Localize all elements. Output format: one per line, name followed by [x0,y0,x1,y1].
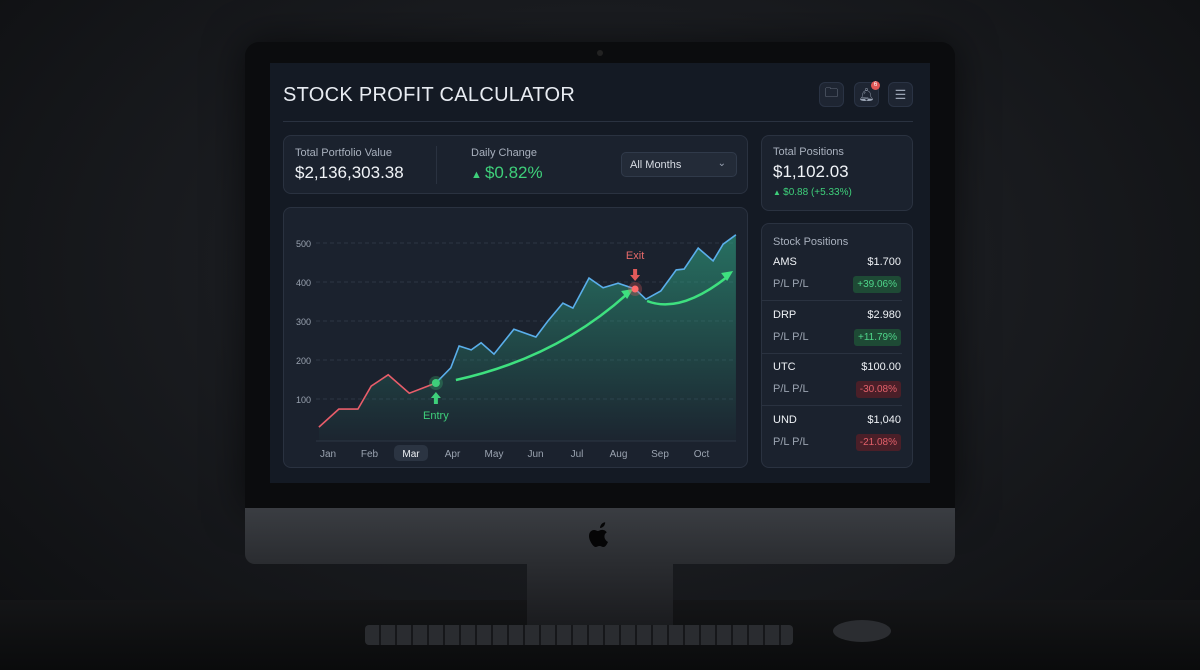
y-tick-label: 200 [296,356,311,366]
x-tick-jul[interactable]: Jul [571,449,584,460]
arrow-head-icon [621,289,634,300]
stock-position-item[interactable]: UTC $100.00 P/L P/L -30.08% [773,361,901,405]
x-tick-feb[interactable]: Feb [361,449,379,460]
divider [283,121,913,122]
stock-price: $2.980 [867,308,901,321]
x-tick-apr[interactable]: Apr [445,449,461,460]
total-positions-change: ▲ $0.88 (+5.33%) [773,187,852,198]
daily-change-label: Daily Change [471,147,538,159]
x-tick-jun[interactable]: Jun [527,449,543,460]
triangle-up-icon: ▲ [471,169,485,181]
x-tick-sep[interactable]: Sep [651,449,669,460]
folder-settings-icon: 🗀 [824,84,838,100]
daily-change-value: ▲ $0.82% [471,163,543,183]
mouse [833,620,891,642]
stock-price: $1,040 [867,413,901,426]
trend-arrow [646,276,728,306]
stock-positions-card: Stock Positions AMS $1.700 P/L P/L +39.0… [761,223,913,468]
stock-symbol: AMS [773,256,797,268]
apple-logo-icon [589,522,608,547]
pl-label: P/L P/L [773,330,809,343]
bell-icon: 🔔︎ [858,86,875,102]
y-tick-label: 300 [296,317,311,327]
notifications-button[interactable]: 🔔︎ [854,82,879,107]
divider [762,352,902,354]
stock-price: $1.700 [867,256,901,268]
price-line-pre-entry [318,373,437,428]
divider [762,405,902,406]
x-tick-aug[interactable]: Aug [610,449,628,460]
stock-position-item[interactable]: DRP $2.980 P/L P/L +11.79% [773,309,901,353]
stock-position-item[interactable]: AMS $1.700 P/L P/L +39.06% [773,256,901,300]
total-positions-change-text: $0.88 (+5.33%) [783,187,852,198]
y-tick-label: 100 [296,395,311,405]
daily-change-text: $0.82% [484,163,543,182]
pl-badge: +39.06% [853,276,901,293]
folder-button[interactable]: 🗀 [819,82,844,107]
y-tick-label: 500 [296,239,311,249]
portfolio-label: Total Portfolio Value [295,147,393,159]
pl-label: P/L P/L [773,278,809,290]
monitor-stand [527,564,673,626]
hamburger-menu-icon: ☰ [894,86,907,102]
menu-button[interactable]: ☰ [888,82,913,107]
portfolio-value: $2,136,303.38 [295,163,404,182]
screen: STOCK PROFIT CALCULATOR 🗀 🔔︎ 6 ☰ Total P… [270,63,930,483]
trend-arrow [455,293,628,382]
page-title: STOCK PROFIT CALCULATOR [283,84,576,106]
stock-symbol: DRP [773,308,797,321]
arrow-head-icon [721,271,734,282]
keyboard [365,625,793,645]
arrow-down-icon [630,269,641,282]
x-tick-jan[interactable]: Jan [320,449,336,460]
area-fill [318,234,736,441]
x-tick-oct[interactable]: Oct [694,449,710,460]
exit-label: Exit [626,250,644,262]
arrow-up-icon [430,392,441,405]
total-positions-label: Total Positions [773,146,844,158]
exit-marker[interactable] [631,285,639,293]
chart-card: 100 200 300 400 500 Jan Feb Mar Apr May Jun Jul Aug S… [283,207,748,468]
triangle-up-icon: ▲ [773,188,784,197]
pl-label: P/L P/L [773,435,809,448]
entry-label: Entry [423,410,449,422]
price-line-post-entry [435,234,737,384]
divider [436,146,437,184]
x-tick-may[interactable]: May [485,449,504,460]
stock-symbol: UND [773,413,797,426]
pl-label: P/L P/L [773,383,809,395]
entry-marker[interactable] [431,379,440,388]
stock-position-item[interactable]: UND $1,040 P/L P/L -21.08% [773,414,901,458]
notification-badge: 6 [871,81,880,90]
pl-badge: -21.08% [855,433,901,451]
chevron-down-icon: ⌄ [717,158,726,169]
selected-month-highlight [394,445,428,461]
y-tick-label: 400 [296,278,311,288]
total-positions-value: $1,102.03 [773,162,849,181]
total-positions-card: Total Positions $1,102.03 ▲ $0.88 (+5.33… [761,135,913,211]
pl-badge: +11.79% [853,328,901,346]
divider [762,300,902,301]
pl-badge: -30.08% [855,381,901,398]
monitor-chin [245,508,955,564]
camera [597,50,603,56]
period-select-value: All Months [630,159,682,171]
stock-price: $100.00 [861,361,901,373]
stock-symbol: UTC [773,361,796,373]
x-tick-mar[interactable]: Mar [402,449,420,460]
summary-card: Total Portfolio Value $2,136,303.38 Dail… [283,135,748,194]
period-select[interactable]: All Months ⌄ [621,152,737,177]
price-chart[interactable]: 100 200 300 400 500 Jan Feb Mar Apr May Jun Jul Aug S… [284,208,749,469]
stock-positions-title: Stock Positions [773,236,849,248]
